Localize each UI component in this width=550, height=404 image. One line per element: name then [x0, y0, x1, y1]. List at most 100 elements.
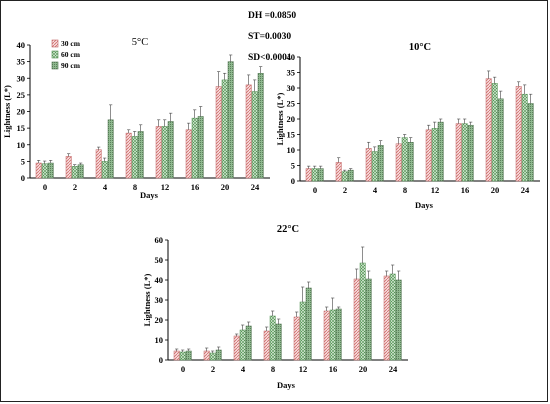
bar-60cm-day16	[191, 117, 198, 179]
bar-30cm-day4	[233, 335, 240, 361]
y-tick-label: 20	[17, 107, 26, 117]
bar-60cm-day4	[371, 151, 378, 182]
legend-swatch-0	[51, 39, 59, 48]
bar-90cm-day24	[527, 103, 534, 182]
bar-60cm-day20	[221, 79, 228, 179]
legend-label-0: 30 cm	[61, 39, 81, 48]
bar-90cm-day20	[227, 61, 234, 179]
bar-30cm-day20	[215, 86, 222, 179]
x-axis-label: Days	[277, 380, 296, 390]
bar-90cm-day0	[47, 162, 54, 179]
x-tick-label: 20	[221, 182, 230, 192]
bar-90cm-day8	[275, 323, 282, 361]
bar-60cm-day2	[209, 352, 216, 361]
bar-90cm-day20	[365, 278, 372, 361]
bar-60cm-day0	[311, 168, 318, 182]
bar-30cm-day2	[65, 156, 72, 179]
x-tick-label: 2	[211, 364, 215, 374]
bar-90cm-day2	[215, 349, 222, 361]
bar-90cm-day24	[395, 279, 402, 361]
x-tick-label: 0	[43, 182, 47, 192]
bar-30cm-day24	[383, 275, 390, 361]
x-tick-label: 16	[329, 364, 338, 374]
y-tick-label: 25	[287, 99, 296, 109]
bar-30cm-day0	[35, 162, 42, 179]
y-tick-label: 0	[159, 355, 163, 365]
x-tick-label: 12	[299, 364, 308, 374]
bar-60cm-day20	[359, 262, 366, 361]
legend-swatch-1	[51, 50, 59, 59]
x-tick-label: 12	[431, 185, 440, 195]
x-tick-label: 2	[73, 182, 77, 192]
y-tick-label: 35	[17, 57, 26, 67]
bar-30cm-day16	[323, 310, 330, 361]
y-tick-label: 20	[287, 114, 296, 124]
bar-30cm-day4	[95, 149, 102, 179]
legend-label-2: 90 cm	[61, 61, 81, 70]
bar-30cm-day12	[155, 126, 162, 179]
bar-30cm-day20	[353, 278, 360, 361]
y-tick-label: 0	[291, 176, 295, 186]
y-tick-label: 5	[21, 156, 25, 166]
bar-30cm-day8	[395, 143, 402, 182]
bar-90cm-day0	[317, 168, 324, 182]
y-tick-label: 25	[17, 90, 26, 100]
chart-title: 10°C	[409, 42, 431, 53]
bar-30cm-day12	[425, 129, 432, 182]
bar-60cm-day8	[131, 136, 138, 179]
legend-swatch-2	[51, 61, 59, 70]
bar-30cm-day8	[125, 132, 132, 179]
bar-30cm-day20	[485, 78, 492, 182]
bar-30cm-day16	[455, 123, 462, 182]
y-tick-label: 10	[155, 335, 164, 345]
bar-90cm-day0	[185, 350, 192, 361]
bar-30cm-day2	[203, 350, 210, 361]
bar-60cm-day20	[491, 83, 498, 182]
bar-90cm-day16	[335, 308, 342, 361]
y-tick-label: 10	[287, 145, 296, 155]
x-tick-label: 0	[181, 364, 185, 374]
bar-90cm-day16	[467, 124, 474, 182]
y-tick-label: 30	[155, 295, 164, 305]
stat-st: ST=0.0030	[248, 32, 292, 42]
bar-30cm-day0	[305, 168, 312, 182]
bar-60cm-day0	[41, 163, 48, 179]
bar-60cm-day2	[71, 166, 78, 179]
bar-90cm-day20	[497, 98, 504, 182]
y-tick-label: 40	[155, 275, 164, 285]
x-tick-label: 16	[461, 185, 470, 195]
y-tick-label: 60	[155, 235, 164, 245]
bar-90cm-day8	[137, 131, 144, 179]
x-axis-label: Days	[415, 200, 434, 210]
y-tick-label: 30	[287, 83, 296, 93]
y-tick-label: 5	[291, 161, 295, 171]
legend: 30 cm 60 cm 90 cm	[51, 39, 81, 70]
y-tick-label: 50	[155, 255, 164, 265]
y-tick-label: 0	[21, 173, 25, 183]
bar-60cm-day0	[179, 351, 186, 361]
bar-90cm-day4	[107, 119, 114, 179]
bar-60cm-day12	[431, 128, 438, 182]
bar-60cm-day24	[521, 93, 528, 182]
bar-30cm-day8	[263, 330, 270, 361]
y-tick-label: 20	[155, 315, 164, 325]
x-tick-label: 16	[191, 182, 200, 192]
bar-90cm-day12	[437, 121, 444, 182]
y-tick-label: 15	[287, 130, 296, 140]
x-tick-label: 24	[251, 182, 260, 192]
y-tick-label: 30	[17, 73, 26, 83]
bar-60cm-day12	[161, 126, 168, 179]
bar-30cm-day24	[515, 86, 522, 182]
bar-30cm-day0	[173, 350, 180, 361]
x-tick-label: 20	[359, 364, 368, 374]
bar-90cm-day2	[347, 169, 354, 182]
y-axis-label: Lightness (L*)	[142, 274, 152, 327]
bar-90cm-day16	[197, 116, 204, 179]
x-tick-label: 12	[161, 182, 170, 192]
x-tick-label: 24	[521, 185, 530, 195]
bar-60cm-day4	[239, 329, 246, 361]
bar-60cm-day24	[251, 91, 258, 179]
